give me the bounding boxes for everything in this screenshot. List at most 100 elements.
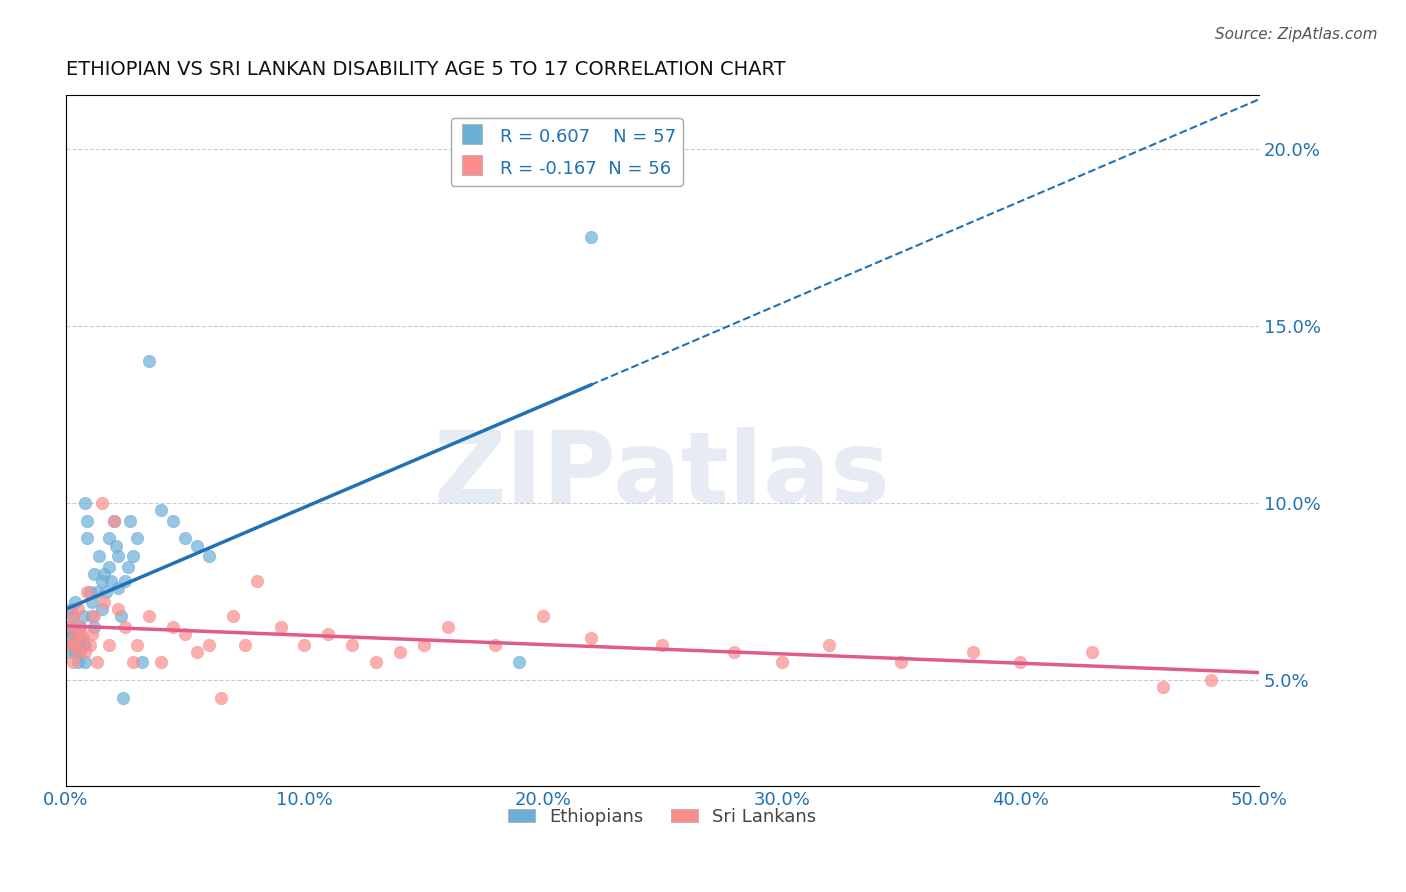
Point	[121, 656, 143, 670]
Point	[76, 532, 98, 546]
Point	[80, 609, 103, 624]
Point	[103, 514, 125, 528]
Point	[62, 609, 84, 624]
Point	[80, 627, 103, 641]
Point	[1010, 656, 1032, 670]
Point	[72, 631, 94, 645]
Point	[96, 584, 118, 599]
Point	[107, 549, 129, 563]
Point	[107, 581, 129, 595]
Point	[104, 539, 127, 553]
Point	[890, 656, 912, 670]
Point	[66, 638, 89, 652]
Point	[65, 638, 87, 652]
Point	[1199, 673, 1222, 688]
Point	[174, 627, 197, 641]
Point	[174, 532, 197, 546]
Point	[90, 574, 112, 588]
Point	[186, 539, 208, 553]
Point	[65, 638, 87, 652]
Point	[58, 620, 80, 634]
Legend: Ethiopians, Sri Lankans: Ethiopians, Sri Lankans	[501, 800, 824, 833]
Point	[58, 631, 80, 645]
Point	[59, 638, 82, 652]
Point	[412, 638, 434, 652]
Point	[83, 620, 105, 634]
Point	[66, 627, 89, 641]
Point	[97, 559, 120, 574]
Point	[76, 584, 98, 599]
Point	[117, 559, 139, 574]
Point	[651, 638, 673, 652]
Point	[531, 609, 554, 624]
Point	[83, 566, 105, 581]
Point	[62, 638, 84, 652]
Point	[818, 638, 841, 652]
Point	[72, 609, 94, 624]
Point	[127, 638, 149, 652]
Point	[65, 595, 87, 609]
Point	[162, 620, 184, 634]
Point	[69, 620, 91, 634]
Point	[62, 627, 84, 641]
Point	[121, 549, 143, 563]
Text: Source: ZipAtlas.com: Source: ZipAtlas.com	[1215, 27, 1378, 42]
Point	[89, 549, 111, 563]
Point	[93, 566, 115, 581]
Point	[59, 620, 82, 634]
Text: ZIPatlas: ZIPatlas	[434, 427, 891, 524]
Point	[66, 645, 89, 659]
Point	[83, 609, 105, 624]
Point	[97, 532, 120, 546]
Point	[962, 645, 984, 659]
Point	[222, 609, 245, 624]
Point	[436, 620, 458, 634]
Point	[107, 602, 129, 616]
Point	[58, 645, 80, 659]
Point	[120, 514, 142, 528]
Point	[79, 638, 101, 652]
Point	[90, 602, 112, 616]
Point	[69, 645, 91, 659]
Point	[66, 656, 89, 670]
Point	[65, 645, 87, 659]
Point	[69, 631, 91, 645]
Point	[69, 627, 91, 641]
Point	[1152, 680, 1174, 694]
Point	[138, 609, 160, 624]
Point	[246, 574, 269, 588]
Point	[65, 631, 87, 645]
Point	[233, 638, 256, 652]
Point	[86, 656, 108, 670]
Point	[66, 602, 89, 616]
Point	[90, 496, 112, 510]
Point	[80, 595, 103, 609]
Point	[131, 656, 153, 670]
Point	[112, 690, 135, 705]
Point	[150, 503, 173, 517]
Point	[198, 638, 221, 652]
Point	[270, 620, 292, 634]
Point	[316, 627, 339, 641]
Point	[186, 645, 208, 659]
Point	[388, 645, 411, 659]
Point	[79, 584, 101, 599]
Text: ETHIOPIAN VS SRI LANKAN DISABILITY AGE 5 TO 17 CORRELATION CHART: ETHIOPIAN VS SRI LANKAN DISABILITY AGE 5…	[66, 60, 786, 78]
Point	[69, 620, 91, 634]
Point	[364, 656, 387, 670]
Point	[73, 638, 96, 652]
Point	[62, 609, 84, 624]
Point	[294, 638, 316, 652]
Point	[579, 230, 602, 244]
Point	[1081, 645, 1104, 659]
Point	[114, 620, 136, 634]
Point	[62, 656, 84, 670]
Point	[579, 631, 602, 645]
Point	[97, 638, 120, 652]
Point	[723, 645, 745, 659]
Point	[127, 532, 149, 546]
Point	[114, 574, 136, 588]
Point	[770, 656, 793, 670]
Point	[73, 496, 96, 510]
Point	[59, 602, 82, 616]
